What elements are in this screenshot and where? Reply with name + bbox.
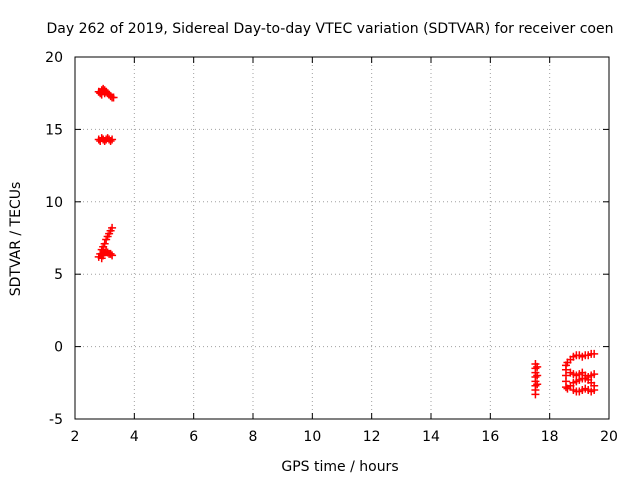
data-point: [100, 239, 109, 248]
x-tick-label: 20: [600, 429, 618, 445]
x-tick-label: 16: [481, 429, 499, 445]
data-point: [108, 223, 117, 232]
data-point: [533, 380, 542, 389]
x-tick-label: 14: [422, 429, 440, 445]
data-point: [108, 251, 117, 260]
data-point: [108, 135, 117, 144]
data-point: [561, 383, 570, 392]
y-tick-label: 20: [45, 50, 63, 66]
data-point: [109, 93, 118, 102]
x-tick-label: 10: [303, 429, 321, 445]
y-tick-label: 5: [54, 267, 63, 283]
y-tick-label: 0: [54, 340, 63, 356]
y-tick-label: 15: [45, 122, 63, 138]
grid-lines: [75, 57, 609, 419]
data-point: [590, 370, 599, 379]
data-point: [590, 349, 599, 358]
data-point: [106, 136, 115, 145]
y-tick-label: -5: [49, 412, 63, 428]
x-tick-label: 2: [71, 429, 80, 445]
x-axis-label: GPS time / hours: [281, 459, 398, 475]
y-axis-ticks: -5 0 5 10 15 20: [45, 50, 609, 428]
x-tick-label: 12: [363, 429, 381, 445]
y-axis-label: SDTVAR / TECUs: [8, 182, 24, 297]
x-tick-label: 6: [189, 429, 198, 445]
x-axis-ticks: 2 4 6 8 10 12 14 16 18 20: [71, 57, 618, 445]
data-point: [533, 362, 542, 371]
chart-title: Day 262 of 2019, Sidereal Day-to-day VTE…: [47, 21, 614, 37]
data-point: [106, 249, 115, 258]
data-point: [590, 386, 599, 395]
data-point: [99, 251, 108, 260]
axes: [74, 56, 610, 420]
x-tick-label: 8: [249, 429, 258, 445]
plot-frame: [74, 56, 610, 420]
x-tick-label: 18: [541, 429, 559, 445]
data-point: [533, 371, 542, 380]
y-tick-label: 10: [45, 195, 63, 211]
data-points: [94, 84, 599, 399]
data-point: [531, 390, 540, 399]
data-point: [100, 89, 109, 98]
x-tick-label: 4: [130, 429, 139, 445]
